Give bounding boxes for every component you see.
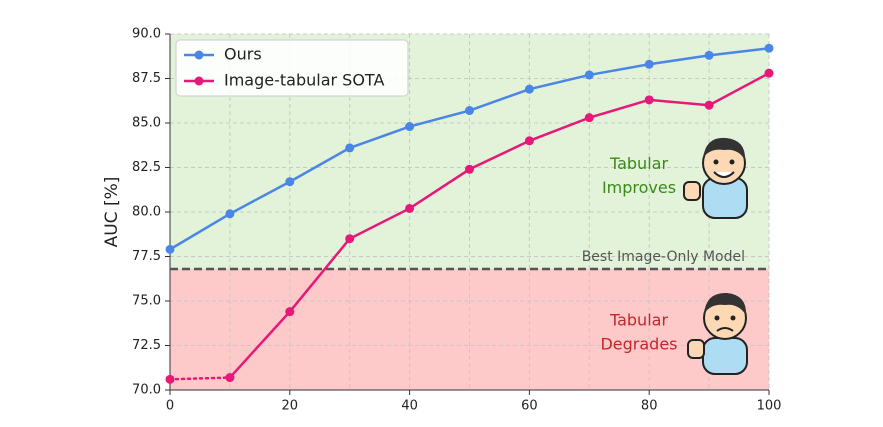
legend-marker xyxy=(194,50,204,60)
region-label: Degrades xyxy=(600,335,677,354)
x-tick-label: 100 xyxy=(757,399,782,414)
point xyxy=(524,84,534,94)
legend-marker xyxy=(194,76,204,86)
point xyxy=(165,374,175,384)
point xyxy=(584,70,594,80)
x-tick-label: 0 xyxy=(166,399,174,414)
point xyxy=(345,143,355,153)
point xyxy=(405,203,415,213)
y-tick-label: 87.5 xyxy=(132,71,161,86)
point xyxy=(225,373,235,383)
y-tick-label: 77.5 xyxy=(132,249,161,264)
series-line xyxy=(228,72,770,379)
y-tick-label: 72.5 xyxy=(132,338,161,353)
grid: 70.0 72.5 75.0 77.5 80.0 82.5 85.0 87.5 90.0 0 20 4… xyxy=(132,27,781,414)
point xyxy=(524,136,534,146)
x-tick-label: 20 xyxy=(282,399,299,414)
point xyxy=(465,106,474,116)
y-tick-label: 70.0 xyxy=(132,383,161,398)
x-tick-label: 40 xyxy=(401,399,418,414)
legend-label: Image-tabular SOTA xyxy=(224,71,384,90)
legend-label: Ours xyxy=(224,45,262,64)
point xyxy=(764,43,774,53)
point xyxy=(165,244,175,254)
point xyxy=(644,95,654,105)
point xyxy=(704,100,714,110)
happy-person-icon xyxy=(683,137,748,219)
y-axis-label: AUC [%] xyxy=(102,177,122,248)
point xyxy=(465,164,474,174)
y-tick-label: 85.0 xyxy=(132,116,161,131)
y-tick-label: 90.0 xyxy=(132,27,161,42)
point xyxy=(704,50,714,60)
y-tick-label: 82.5 xyxy=(132,160,161,175)
legend-box xyxy=(175,39,409,97)
y-tick-label: 75.0 xyxy=(132,294,161,309)
region-label: Tabular xyxy=(609,311,668,330)
point xyxy=(584,113,594,123)
region-label: Tabular xyxy=(609,154,668,173)
point xyxy=(225,209,235,219)
x-tick-label: 60 xyxy=(521,399,538,414)
point xyxy=(405,122,415,132)
plot: Best Image-Only Model Tabular Improves Tabu… xyxy=(165,39,774,384)
point xyxy=(285,177,295,187)
sad-person-icon xyxy=(687,292,748,375)
point xyxy=(644,59,654,69)
point xyxy=(345,234,355,244)
series-line-dotted xyxy=(168,376,232,381)
point xyxy=(285,307,295,317)
x-tick-label: 80 xyxy=(641,399,658,414)
point xyxy=(764,68,774,78)
y-tick-label: 80.0 xyxy=(132,205,161,220)
region-label: Improves xyxy=(602,178,676,197)
reference-label: Best Image-Only Model xyxy=(582,249,745,265)
